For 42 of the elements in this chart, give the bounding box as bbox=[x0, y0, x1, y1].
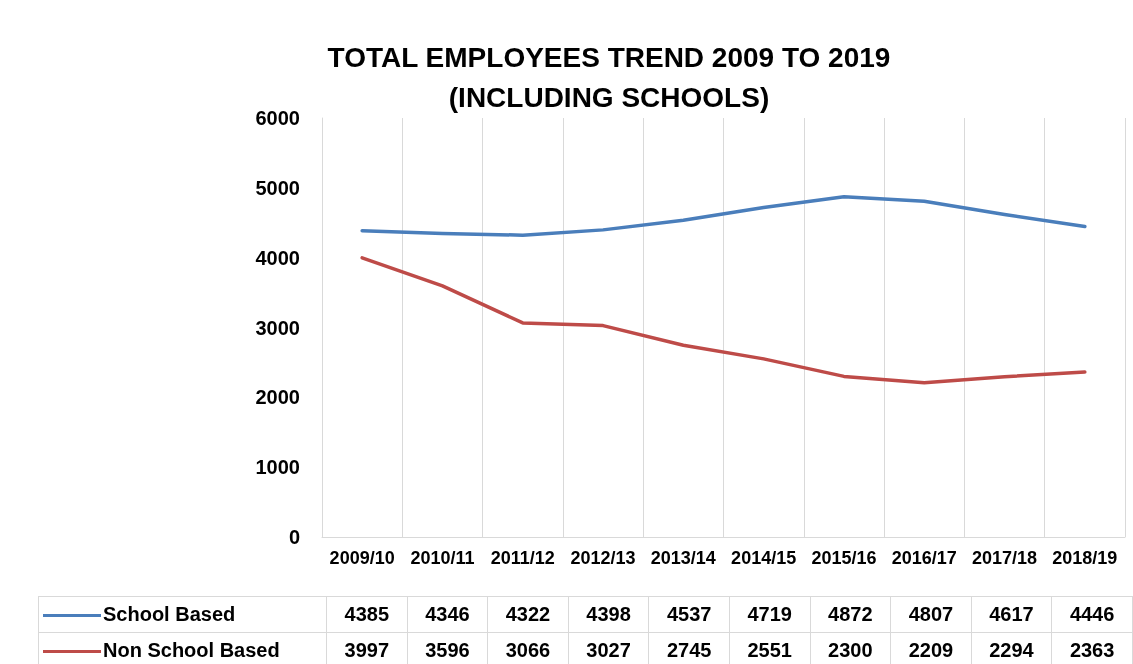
data-label: 4446 bbox=[1051, 596, 1133, 633]
data-label: 3027 bbox=[568, 632, 649, 664]
data-label: 2294 bbox=[971, 632, 1052, 664]
data-label: 4385 bbox=[326, 596, 408, 633]
data-label: 4617 bbox=[971, 596, 1052, 633]
data-label: 4322 bbox=[487, 596, 569, 633]
y-tick-label: 0 bbox=[288, 526, 300, 548]
x-tick-label: 2011/12 bbox=[490, 548, 555, 568]
x-tick-label: 2013/14 bbox=[650, 548, 716, 568]
x-tick-label: 2010/11 bbox=[410, 548, 475, 568]
data-label: 2551 bbox=[729, 632, 811, 664]
data-label: 4719 bbox=[729, 596, 811, 633]
data-label: 3997 bbox=[326, 632, 408, 664]
data-label: 2745 bbox=[648, 632, 730, 664]
y-tick-label: 1000 bbox=[255, 456, 300, 479]
data-label: 2209 bbox=[890, 632, 972, 664]
x-tick-label: 2009/10 bbox=[329, 548, 395, 568]
data-label: 4872 bbox=[810, 596, 891, 633]
y-tick-label: 4000 bbox=[255, 246, 300, 269]
data-label: 4346 bbox=[407, 596, 488, 633]
line-series bbox=[360, 256, 1087, 385]
y-tick-label: 6000 bbox=[255, 107, 300, 129]
legend-label: School Based bbox=[38, 596, 327, 633]
data-label: 3066 bbox=[487, 632, 569, 664]
chart-title: TOTAL EMPLOYEES TREND 2009 TO 2019 (INCLUDING SCHOOLS) bbox=[327, 41, 891, 113]
data-label: 4807 bbox=[890, 596, 972, 633]
y-tick-label: 3000 bbox=[255, 316, 300, 339]
line-series bbox=[360, 195, 1087, 237]
x-tick-label: 2016/17 bbox=[891, 548, 957, 568]
y-tick-label: 2000 bbox=[255, 386, 300, 409]
data-label: 4398 bbox=[568, 596, 649, 633]
legend-label: Non School Based bbox=[38, 632, 327, 664]
x-tick-label: 2017/18 bbox=[972, 548, 1038, 568]
y-tick-label: 5000 bbox=[255, 176, 300, 199]
x-tick-label: 2012/13 bbox=[570, 548, 636, 568]
data-label: 2300 bbox=[810, 632, 891, 664]
x-tick-label: 2018/19 bbox=[1052, 548, 1118, 568]
data-label: 4537 bbox=[648, 596, 730, 633]
x-tick-label: 2015/16 bbox=[811, 548, 877, 568]
data-label: 3596 bbox=[407, 632, 488, 664]
data-label: 2363 bbox=[1051, 632, 1133, 664]
x-tick-label: 2014/15 bbox=[731, 548, 797, 568]
